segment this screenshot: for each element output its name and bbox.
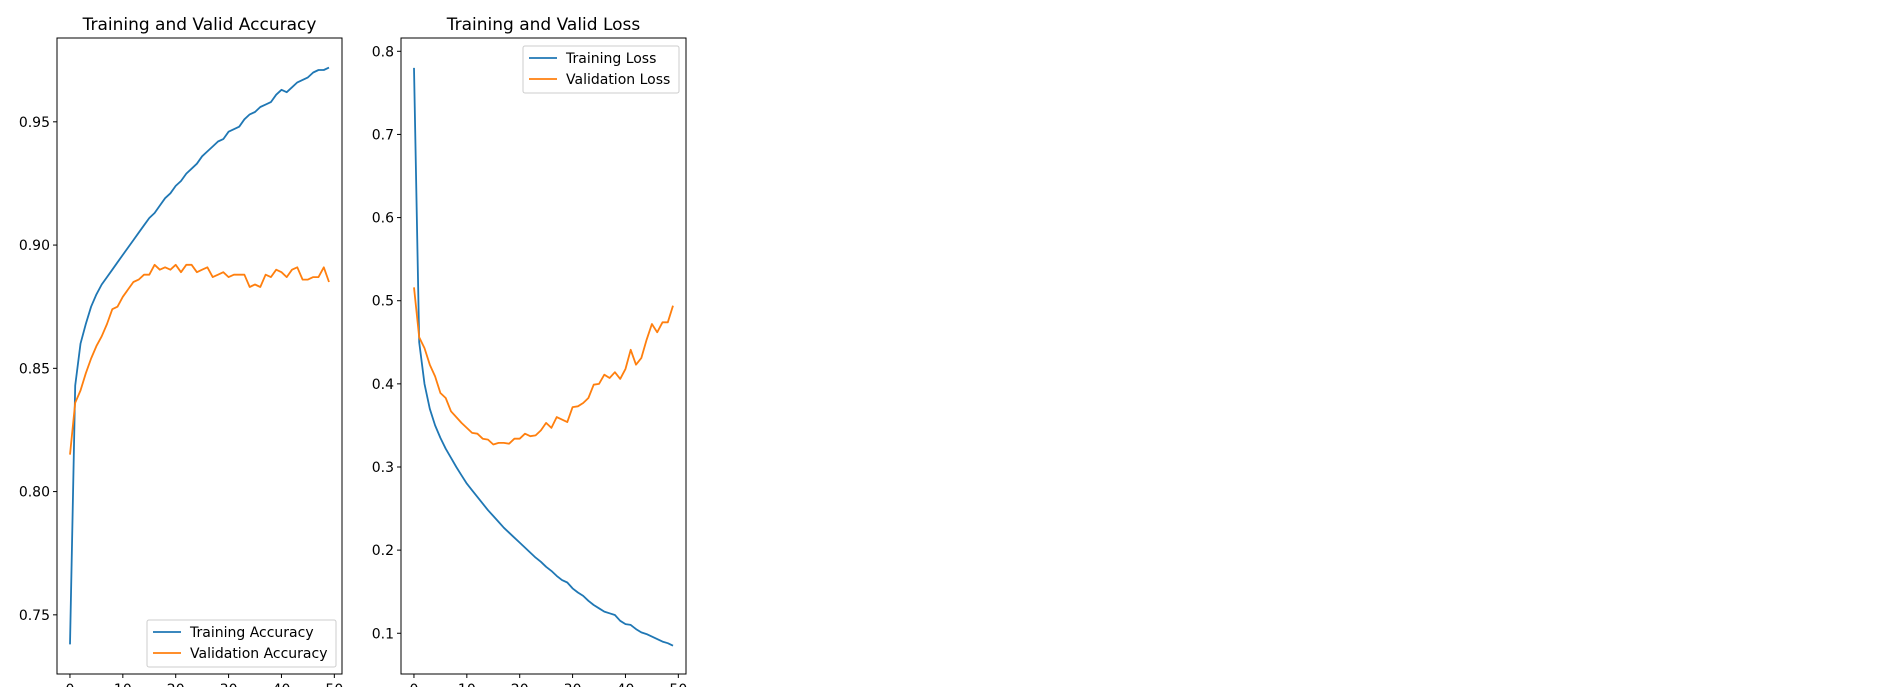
chart-0: Training and Valid Accuracy 0 10 20 30 40 50 0.… — [19, 15, 343, 691]
y-tick-label: 0.6 — [372, 211, 394, 227]
y-tick-label: 0.5 — [372, 294, 394, 310]
series-line-validation-accuracy — [69, 263, 330, 455]
legend-label: Training Loss — [565, 51, 656, 67]
y-tick-label: 0.4 — [372, 377, 394, 393]
y-tick-label: 0.3 — [372, 460, 394, 476]
legend-box — [146, 619, 337, 668]
series-line-training-loss — [413, 67, 674, 647]
y-tick-label: 0.8 — [372, 44, 394, 60]
chart-title: Training and Valid Loss — [446, 15, 641, 35]
x-tick-label: 40 — [617, 682, 635, 687]
x-tick-label: 20 — [167, 682, 185, 687]
y-tick-label: 0.80 — [19, 485, 50, 501]
x-tick-label: 30 — [220, 682, 238, 687]
legend: Training Accuracy Validation Accuracy — [146, 619, 337, 668]
chart-1: Training and Valid Loss 0 10 20 30 40 50 0.1 0.2… — [372, 15, 688, 691]
y-tick-label: 0.95 — [19, 115, 50, 131]
legend: Training Loss Validation Loss — [522, 45, 680, 94]
x-tick-label: 10 — [458, 682, 476, 687]
y-tick-label: 0.2 — [372, 543, 394, 559]
series-line-training-accuracy — [69, 66, 330, 645]
x-tick-label: 40 — [273, 682, 291, 687]
axes-frame — [400, 37, 687, 675]
x-tick-label: 50 — [325, 682, 343, 687]
series-line-validation-loss — [413, 287, 674, 446]
x-tick-label: 20 — [511, 682, 529, 687]
legend-label: Training Accuracy — [189, 625, 314, 641]
x-tick-label: 30 — [564, 682, 582, 687]
x-tick-label: 0 — [65, 682, 74, 687]
legend-label: Validation Loss — [566, 72, 670, 88]
x-tick-label: 10 — [114, 682, 132, 687]
y-tick-label: 0.7 — [372, 127, 394, 143]
x-tick-label: 0 — [409, 682, 418, 687]
legend-label: Validation Accuracy — [190, 646, 328, 662]
axes-frame — [56, 37, 343, 675]
y-tick-label: 0.85 — [19, 361, 50, 377]
y-tick-label: 0.75 — [19, 608, 50, 624]
chart-title: Training and Valid Accuracy — [82, 15, 317, 35]
x-tick-label: 50 — [669, 682, 687, 687]
y-tick-label: 0.1 — [372, 626, 394, 642]
y-tick-label: 0.90 — [19, 238, 50, 254]
legend-box — [522, 45, 680, 94]
